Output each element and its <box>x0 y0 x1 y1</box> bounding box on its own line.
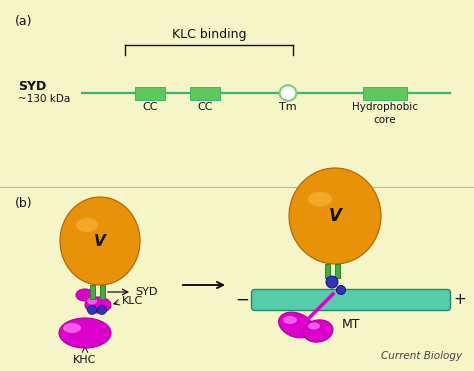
Bar <box>90 285 95 299</box>
Ellipse shape <box>308 191 332 207</box>
Ellipse shape <box>280 85 296 101</box>
Ellipse shape <box>88 305 97 315</box>
Ellipse shape <box>85 297 111 313</box>
Text: +: + <box>453 292 466 308</box>
FancyBboxPatch shape <box>252 289 450 311</box>
Text: SYD: SYD <box>18 79 46 92</box>
Ellipse shape <box>308 322 320 329</box>
Ellipse shape <box>326 276 338 288</box>
Ellipse shape <box>76 289 94 301</box>
Bar <box>190 86 220 99</box>
Text: ~130 kDa: ~130 kDa <box>18 94 70 104</box>
Text: CC: CC <box>142 102 158 112</box>
Text: MT: MT <box>342 318 360 331</box>
Text: (b): (b) <box>15 197 33 210</box>
Text: −: − <box>235 291 249 309</box>
Ellipse shape <box>76 218 98 232</box>
Ellipse shape <box>279 312 313 338</box>
Text: Tm: Tm <box>279 102 297 112</box>
Bar <box>335 264 340 278</box>
Text: SYD: SYD <box>135 287 157 297</box>
Bar <box>363 86 407 99</box>
Text: KLC binding: KLC binding <box>172 28 246 41</box>
Text: Hydrophobic
core: Hydrophobic core <box>352 102 418 125</box>
Ellipse shape <box>60 197 140 285</box>
Ellipse shape <box>289 168 381 264</box>
Bar <box>100 285 105 299</box>
Text: CC: CC <box>197 102 213 112</box>
Text: (a): (a) <box>15 15 33 28</box>
Bar <box>135 86 165 99</box>
Text: Current Biology: Current Biology <box>381 351 462 361</box>
Ellipse shape <box>283 316 297 324</box>
Ellipse shape <box>63 323 81 333</box>
Ellipse shape <box>337 286 346 295</box>
Ellipse shape <box>98 305 107 315</box>
Ellipse shape <box>303 320 333 342</box>
Bar <box>325 264 330 278</box>
Ellipse shape <box>87 298 97 305</box>
Text: KHC: KHC <box>73 355 97 365</box>
Text: V: V <box>94 233 106 249</box>
Ellipse shape <box>59 318 111 348</box>
Text: V: V <box>328 207 341 225</box>
Text: KLC: KLC <box>122 296 143 306</box>
